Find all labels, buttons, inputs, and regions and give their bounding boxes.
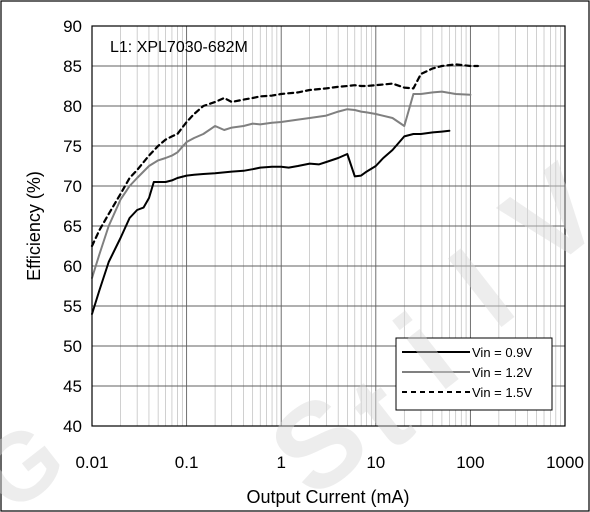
legend-label-2: Vin = 1.2V — [472, 365, 532, 380]
legend-label-3: Vin = 1.5V — [472, 385, 532, 400]
x-tick-label: 0.01 — [75, 453, 108, 472]
y-tick-label: 60 — [63, 257, 82, 276]
y-tick-label: 40 — [63, 417, 82, 436]
legend: Vin = 0.9V Vin = 1.2V Vin = 1.5V — [395, 337, 553, 411]
x-tick-label: 10 — [366, 453, 385, 472]
y-tick-label: 45 — [63, 377, 82, 396]
chart-annotation: L1: XPL7030-682M — [110, 39, 248, 56]
x-tick-label: 100 — [456, 453, 484, 472]
y-tick-label: 85 — [63, 57, 82, 76]
tick-labels: 0.01 0.1 1 10 100 1000 40 45 50 55 60 65 70 75 80 85 90 — [63, 17, 584, 472]
legend-label-1: Vin = 0.9V — [472, 345, 532, 360]
series-line-1 — [91, 129, 451, 315]
legend-box — [395, 337, 553, 411]
series-line-2 — [91, 90, 472, 279]
x-tick-label: 0.1 — [175, 453, 199, 472]
series-line-3 — [90, 63, 479, 248]
y-tick-label: 55 — [63, 297, 82, 316]
y-tick-label: 50 — [63, 337, 82, 356]
y-tick-label: 80 — [63, 97, 82, 116]
y-tick-label: 90 — [63, 17, 82, 36]
x-tick-label: 1 — [276, 453, 285, 472]
plot-area — [91, 25, 566, 427]
y-tick-label: 65 — [63, 217, 82, 236]
y-tick-label: 70 — [63, 177, 82, 196]
x-tick-label: 1000 — [546, 453, 584, 472]
x-axis-title: Output Current (mA) — [246, 487, 409, 507]
y-axis-title: Efficiency (%) — [24, 171, 44, 281]
y-tick-label: 75 — [63, 137, 82, 156]
series-group — [90, 63, 479, 315]
